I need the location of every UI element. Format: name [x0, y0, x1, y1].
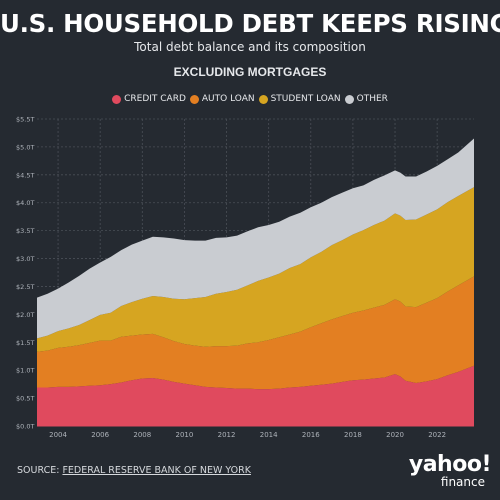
legend-swatch-auto-loan	[189, 94, 199, 104]
legend-item-credit-card: CREDIT CARD	[112, 94, 186, 104]
y-tick-label: $0.5T	[16, 395, 34, 403]
area-series-other	[37, 138, 474, 339]
x-tick-label: 2014	[260, 431, 278, 439]
source-prefix: SOURCE:	[17, 465, 63, 476]
chart-subtitle: Total debt balance and its composition	[134, 40, 366, 54]
y-tick-label: $4.0T	[16, 199, 34, 207]
y-tick-label: $3.5T	[16, 227, 34, 235]
x-tick-label: 2008	[133, 431, 151, 439]
area-series-credit-card	[37, 365, 474, 426]
x-tick-label: 2016	[302, 431, 320, 439]
section-label: EXCLUDING MORTGAGES	[173, 65, 327, 79]
source-link[interactable]: FEDERAL RESERVE BANK OF NEW YORK	[62, 465, 251, 476]
chart-legend: CREDIT CARD AUTO LOAN STUDENT LOAN OTHER	[0, 94, 500, 104]
y-tick-label: $3.0T	[16, 255, 34, 263]
y-tick-label: $5.5T	[16, 116, 34, 124]
y-tick-label: $5.0T	[16, 143, 34, 151]
legend-label-auto-loan: AUTO LOAN	[201, 94, 255, 104]
legend-label-other: OTHER	[356, 94, 388, 104]
x-tick-label: 2020	[386, 431, 404, 439]
x-tick-label: 2012	[218, 431, 236, 439]
yahoo-finance-logo: yahoo! finance	[401, 452, 492, 490]
legend-item-student-loan: STUDENT LOAN	[258, 94, 341, 104]
y-tick-label: $1.0T	[16, 367, 34, 375]
x-tick-label: 2010	[176, 431, 194, 439]
logo-sub: finance	[440, 475, 485, 489]
stacked-area-chart: $0.0T $0.5T $1.0T $1.5T $2.0T $2.5T $3.0T $3.5T…	[16, 116, 474, 439]
legend-swatch-other	[344, 94, 354, 104]
x-tick-label: 2018	[344, 431, 362, 439]
legend-swatch-student-loan	[258, 94, 268, 104]
area-series-student-loan	[37, 187, 474, 352]
area-series-auto-loan	[37, 276, 474, 390]
y-tick-label: $2.0T	[16, 311, 34, 319]
logo-word: yahoo!	[408, 452, 492, 477]
source-note: SOURCE: FEDERAL RESERVE BANK OF NEW YORK	[17, 465, 251, 476]
legend-label-credit-card: CREDIT CARD	[124, 94, 186, 104]
y-tick-label: $2.5T	[16, 283, 34, 291]
x-tick-label: 2004	[49, 431, 67, 439]
legend-label-student-loan: STUDENT LOAN	[270, 94, 341, 104]
legend-item-auto-loan: AUTO LOAN	[189, 94, 255, 104]
x-tick-label: 2006	[91, 431, 109, 439]
y-tick-label: $4.5T	[16, 171, 34, 179]
chart-title: U.S. HOUSEHOLD DEBT KEEPS RISING	[0, 9, 500, 38]
y-tick-label: $1.5T	[16, 339, 34, 347]
x-tick-label: 2022	[428, 431, 446, 439]
legend-swatch-credit-card	[112, 94, 122, 104]
y-tick-label: $0.0T	[16, 423, 34, 431]
legend-item-other: OTHER	[344, 94, 388, 104]
